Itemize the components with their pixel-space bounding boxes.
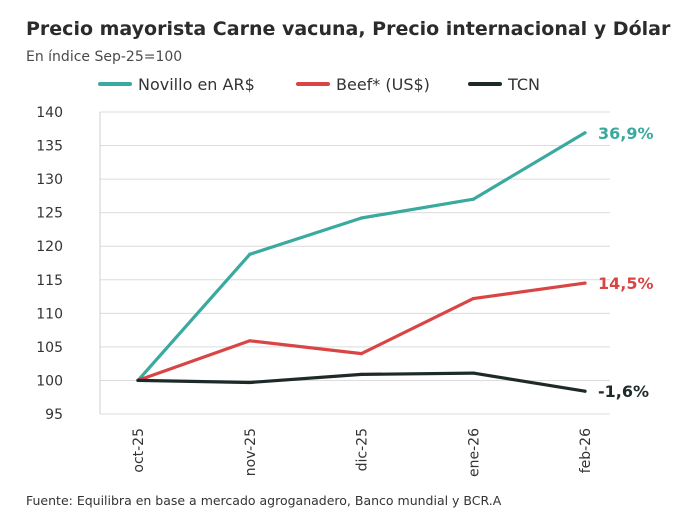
data-point: [359, 352, 364, 356]
data-point: [583, 389, 587, 393]
y-tick-label: 95: [45, 407, 63, 423]
y-tick-label: 115: [36, 273, 63, 289]
x-tick-label: feb-26: [578, 428, 594, 473]
source-note: Fuente: Equilibra en base a mercado agro…: [26, 493, 502, 508]
data-point: [471, 197, 475, 201]
data-point: [248, 252, 252, 256]
data-point: [136, 378, 140, 383]
legend-label: Novillo en AR$: [138, 75, 255, 94]
data-point: [471, 296, 475, 301]
data-point: [583, 281, 587, 285]
chart-subtitle: En índice Sep-25=100: [26, 49, 182, 65]
data-point: [359, 216, 364, 220]
end-labels: 36,9% 14,5% -1,6%: [598, 124, 654, 401]
data-point: [583, 131, 587, 135]
y-tick-label: 105: [36, 340, 63, 356]
x-tick-label: oct-25: [131, 428, 147, 473]
end-value-label: -1,6%: [598, 382, 649, 401]
x-axis-ticks: oct-25 nov-25 dic-25 ene-26 feb-26: [131, 428, 594, 477]
y-tick-label: 135: [36, 139, 63, 155]
chart-title: Precio mayorista Carne vacuna, Precio in…: [26, 18, 671, 40]
data-point: [248, 380, 252, 385]
x-tick-label: dic-25: [355, 428, 371, 471]
y-tick-label: 110: [36, 306, 63, 322]
legend-label: Beef* (US$): [336, 75, 430, 94]
y-tick-label: 100: [36, 373, 63, 389]
end-value-label: 14,5%: [598, 274, 654, 293]
end-value-label: 36,9%: [598, 124, 654, 143]
x-tick-label: nov-25: [243, 428, 259, 476]
data-point: [248, 339, 252, 343]
series-group: [136, 131, 587, 393]
series-line: [136, 131, 587, 382]
y-tick-label: 120: [36, 239, 63, 255]
y-tick-label: 125: [36, 206, 63, 222]
legend-label: TCN: [507, 75, 540, 94]
data-point: [471, 371, 475, 375]
y-tick-label: 140: [36, 105, 63, 121]
series-line: [136, 281, 587, 382]
y-tick-label: 130: [36, 172, 63, 188]
grid: [99, 111, 610, 415]
data-point: [359, 372, 364, 377]
y-axis-ticks: 95 100 105 110 115 120 125 130 135 140: [36, 105, 63, 423]
x-tick-label: ene-26: [466, 428, 482, 477]
legend: Novillo en AR$ Beef* (US$) TCN: [98, 75, 540, 94]
